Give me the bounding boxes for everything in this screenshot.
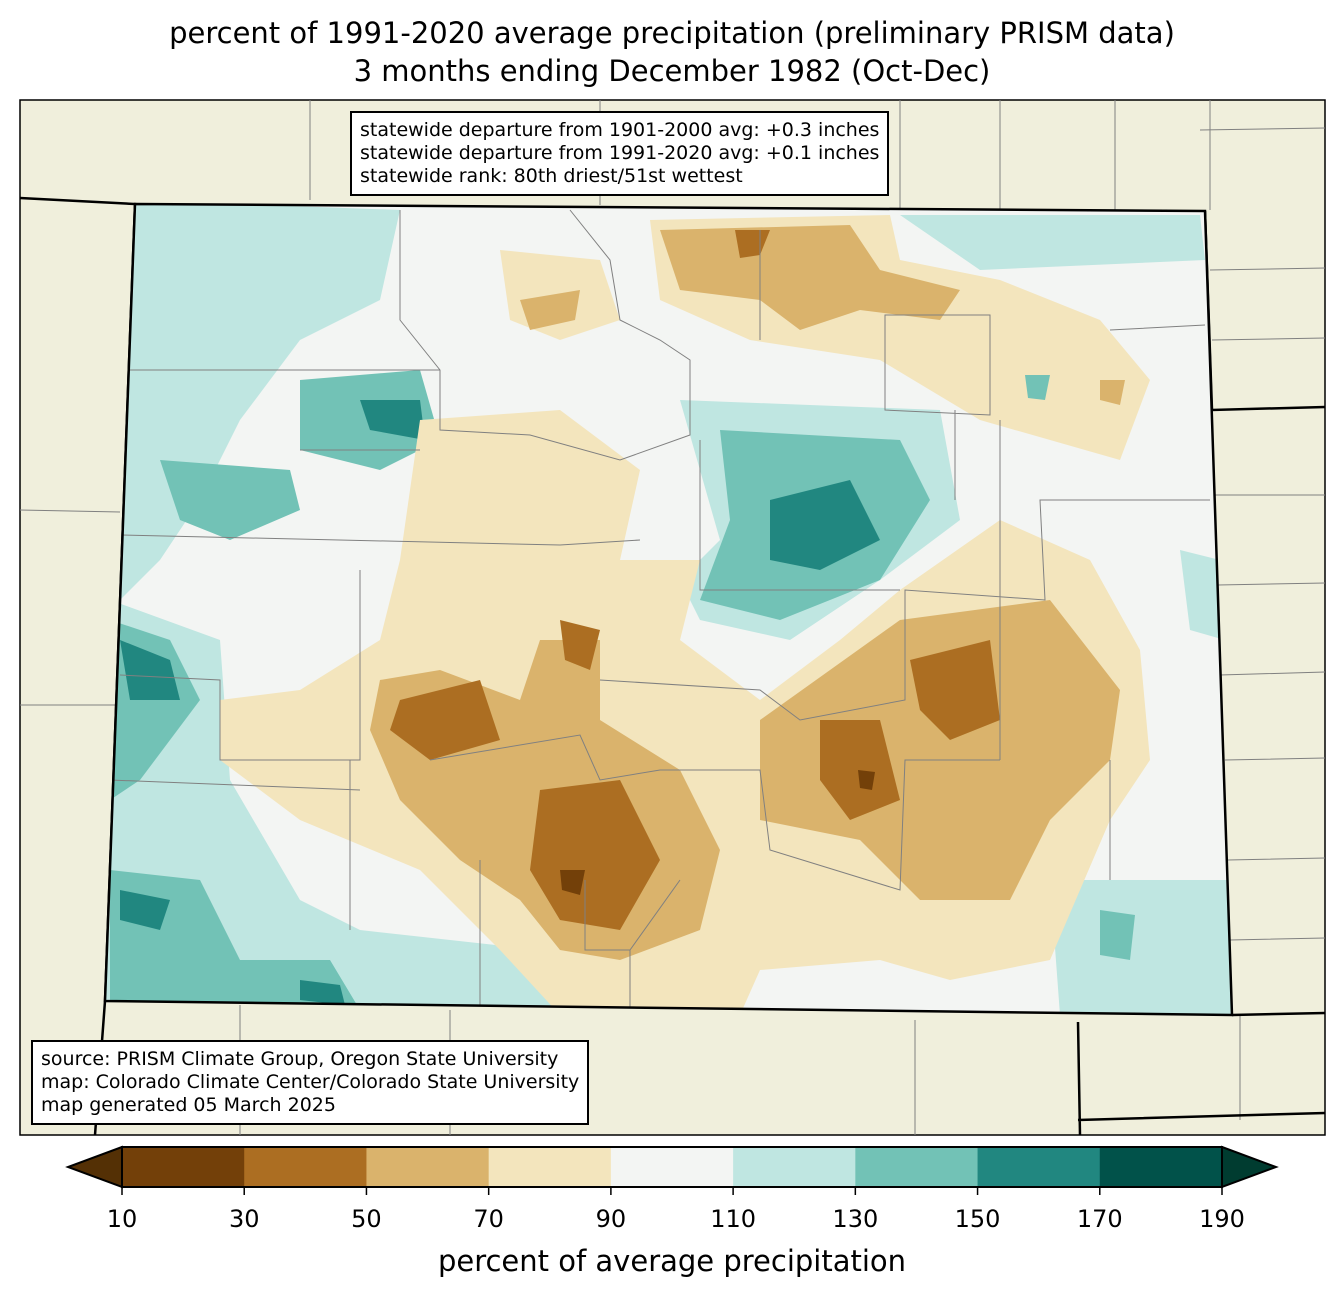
colorbar-segment [244,1147,367,1187]
colorbar-tick-label: 70 [473,1205,504,1233]
county-lines [109,209,1210,1015]
source-line: source: PRISM Climate Group, Oregon Stat… [41,1048,559,1070]
colorado-border [103,202,1234,1017]
statewide-stats-box: statewide departure from 1901-2000 avg: … [350,111,890,196]
colorbar-tick-label: 150 [954,1205,1001,1233]
departure-1991-2020: statewide departure from 1991-2020 avg: … [360,142,880,164]
colorbar-tick-label: 10 [106,1205,138,1233]
colorbar-over-arrow [1221,1145,1279,1189]
statewide-rank: statewide rank: 80th driest/51st wettest [360,165,743,187]
colorbar-tick-label: 30 [228,1205,260,1233]
colorbar-segment [1099,1147,1223,1187]
colorbar-tick-label: 190 [1199,1205,1245,1233]
generated-date-line: map generated 05 March 2025 [41,1094,336,1116]
colorbar-tick-label: 90 [595,1205,627,1233]
colorbar-segment [977,1147,1101,1187]
source-box: source: PRISM Climate Group, Oregon Stat… [31,1040,590,1125]
colorbar-tick-label: 170 [1076,1205,1123,1233]
colorbar-tick-label: 110 [710,1205,757,1233]
colorbar-outline [121,1146,1223,1188]
colorbar-segment [122,1147,245,1187]
colorbar-tick-label: 130 [832,1205,879,1233]
map-title: percent of 1991-2020 average precipitati… [169,16,1175,50]
colorbar-under-arrow [65,1145,123,1189]
colorbar-segment [488,1147,612,1187]
colorbar-segment [610,1147,734,1187]
precipitation-field [105,204,1232,1015]
map-credit-line: map: Colorado Climate Center/Colorado St… [41,1071,580,1093]
colorbar-segment [855,1147,979,1187]
departure-1901-2000: statewide departure from 1901-2000 avg: … [360,119,880,141]
colorbar-label: percent of average precipitation [437,1244,907,1278]
colorbar [65,1145,1279,1195]
colorbar-tick-label: 50 [351,1205,382,1233]
map-subtitle: 3 months ending December 1982 (Oct-Dec) [353,54,991,88]
colorbar-segment [366,1147,490,1187]
colorbar-segment [733,1147,856,1187]
